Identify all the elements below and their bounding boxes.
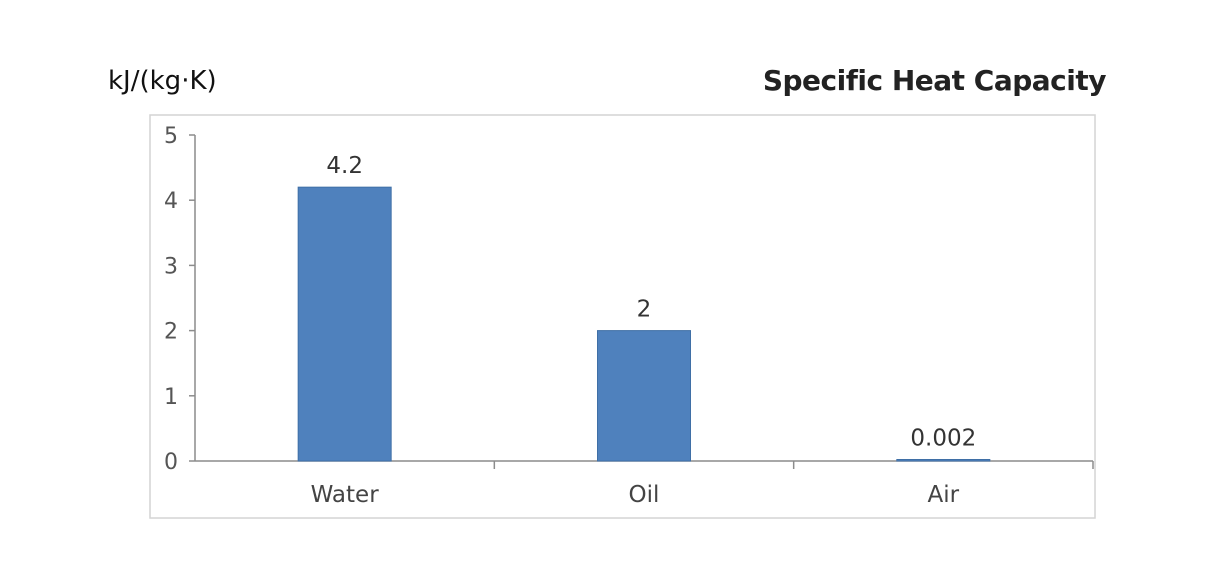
y-tick-label: 1 [164,385,178,410]
y-tick-label: 2 [164,320,178,345]
y-axis-unit-label: kJ/(kg·K) [108,66,217,96]
y-tick-label: 4 [164,189,178,214]
y-tick-label: 5 [164,124,178,149]
x-category-label: Water [311,482,380,508]
chart-title: Specific Heat Capacity [762,64,1107,97]
y-tick-label: 0 [164,450,178,475]
bar-water [297,186,392,462]
x-category-label: Oil [629,482,660,508]
bars [297,186,991,462]
plot-frame [149,114,1096,519]
data-label: 2 [637,297,652,323]
bar-air [896,459,991,462]
x-category-label: Air [928,482,960,508]
y-tick-label: 3 [164,254,178,279]
data-label: 0.002 [910,426,976,452]
bar-oil [597,330,691,462]
labels: 4.2 Water 2 Oil 0.002 Air [311,153,977,508]
data-label: 4.2 [326,153,363,179]
